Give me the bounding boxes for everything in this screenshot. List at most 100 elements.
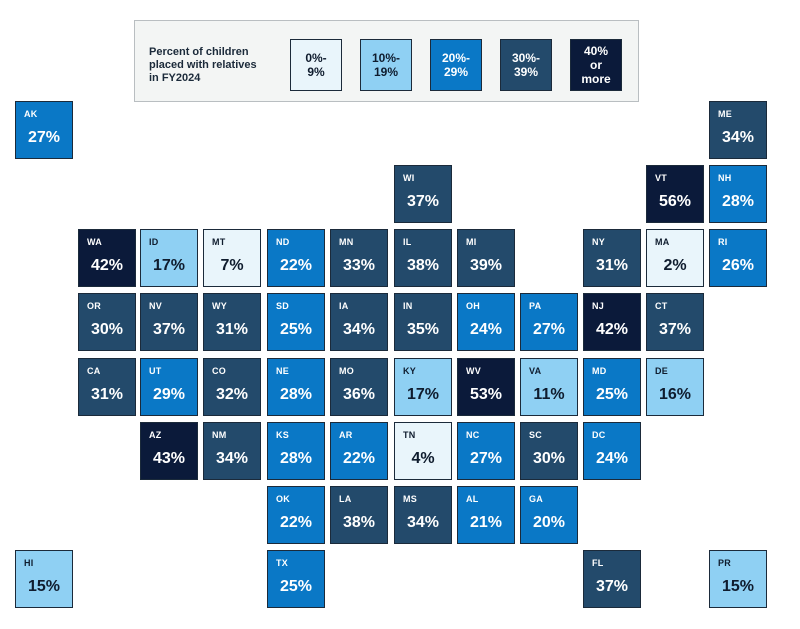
state-tile-pr: PR 15% <box>709 550 767 608</box>
state-tile-me: ME 34% <box>709 101 767 159</box>
state-abbr: WA <box>87 237 103 247</box>
state-abbr: VA <box>529 366 542 376</box>
state-tile-pa: PA 27% <box>520 293 578 351</box>
state-abbr: TX <box>276 558 289 568</box>
state-value: 22% <box>279 257 313 274</box>
state-abbr: OH <box>466 301 481 311</box>
state-abbr: CO <box>212 366 227 376</box>
state-tile-ks: KS 28% <box>267 422 325 480</box>
legend-bin-0-9: 0%- 9% <box>290 39 342 91</box>
state-value: 27% <box>469 450 503 467</box>
state-abbr: HI <box>24 558 34 568</box>
state-tile-ga: GA 20% <box>520 486 578 544</box>
state-abbr: AL <box>466 494 479 504</box>
state-value: 21% <box>469 514 503 531</box>
state-tile-in: IN 35% <box>394 293 452 351</box>
state-abbr: GA <box>529 494 544 504</box>
state-value: 26% <box>721 257 755 274</box>
state-tile-wa: WA 42% <box>78 229 136 287</box>
state-abbr: VT <box>655 173 668 183</box>
state-value: 34% <box>215 450 249 467</box>
legend-bin-40-plus: 40% or more <box>570 39 622 91</box>
state-tile-ms: MS 34% <box>394 486 452 544</box>
state-value: 15% <box>27 578 61 595</box>
state-abbr: UT <box>149 366 162 376</box>
state-value: 17% <box>152 257 186 274</box>
state-abbr: MA <box>655 237 670 247</box>
state-tile-wv: WV 53% <box>457 358 515 416</box>
state-tile-nm: NM 34% <box>203 422 261 480</box>
state-tile-al: AL 21% <box>457 486 515 544</box>
state-abbr: DC <box>592 430 606 440</box>
legend-title: Percent of children placed with relative… <box>149 46 257 84</box>
state-abbr: SD <box>276 301 290 311</box>
state-value: 22% <box>279 514 313 531</box>
state-value: 35% <box>406 321 440 338</box>
state-value: 42% <box>90 257 124 274</box>
state-abbr: NE <box>276 366 290 376</box>
state-value: 31% <box>215 321 249 338</box>
state-value: 25% <box>279 578 313 595</box>
state-value: 27% <box>532 321 566 338</box>
state-value: 37% <box>658 321 692 338</box>
state-value: 7% <box>220 257 244 274</box>
state-value: 29% <box>152 386 186 403</box>
state-tile-sd: SD 25% <box>267 293 325 351</box>
state-value: 11% <box>533 386 565 403</box>
state-value: 2% <box>663 257 687 274</box>
legend-bin-10-19: 10%- 19% <box>360 39 412 91</box>
state-abbr: IL <box>403 237 412 247</box>
state-value: 28% <box>279 450 313 467</box>
state-value: 31% <box>595 257 629 274</box>
state-value: 31% <box>90 386 124 403</box>
state-tile-id: ID 17% <box>140 229 198 287</box>
state-tile-hi: HI 15% <box>15 550 73 608</box>
state-tile-ok: OK 22% <box>267 486 325 544</box>
state-abbr: AR <box>339 430 353 440</box>
state-value: 53% <box>469 386 503 403</box>
state-tile-co: CO 32% <box>203 358 261 416</box>
state-abbr: MT <box>212 237 226 247</box>
state-value: 34% <box>406 514 440 531</box>
state-tile-ca: CA 31% <box>78 358 136 416</box>
state-abbr: NJ <box>592 301 605 311</box>
state-tile-nc: NC 27% <box>457 422 515 480</box>
state-abbr: PA <box>529 301 542 311</box>
state-value: 36% <box>342 386 376 403</box>
state-tile-la: LA 38% <box>330 486 388 544</box>
state-abbr: MO <box>339 366 355 376</box>
state-tile-ne: NE 28% <box>267 358 325 416</box>
state-abbr: CT <box>655 301 668 311</box>
state-value: 22% <box>342 450 376 467</box>
state-abbr: MS <box>403 494 418 504</box>
state-value: 32% <box>215 386 249 403</box>
state-abbr: NC <box>466 430 480 440</box>
state-tile-ny: NY 31% <box>583 229 641 287</box>
state-tile-or: OR 30% <box>78 293 136 351</box>
state-abbr: LA <box>339 494 352 504</box>
state-abbr: PR <box>718 558 732 568</box>
state-tile-ar: AR 22% <box>330 422 388 480</box>
state-value: 28% <box>279 386 313 403</box>
state-tile-nj: NJ 42% <box>583 293 641 351</box>
state-abbr: MI <box>466 237 477 247</box>
state-abbr: OK <box>276 494 291 504</box>
state-value: 56% <box>658 193 692 210</box>
state-abbr: IA <box>339 301 349 311</box>
state-value: 30% <box>90 321 124 338</box>
state-tile-ky: KY 17% <box>394 358 452 416</box>
state-abbr: DE <box>655 366 669 376</box>
state-abbr: NM <box>212 430 227 440</box>
state-tile-fl: FL 37% <box>583 550 641 608</box>
state-value: 38% <box>406 257 440 274</box>
state-value: 37% <box>152 321 186 338</box>
state-value: 28% <box>721 193 755 210</box>
state-abbr: NY <box>592 237 606 247</box>
state-value: 16% <box>658 386 692 403</box>
state-abbr: KS <box>276 430 290 440</box>
state-tile-mo: MO 36% <box>330 358 388 416</box>
state-tile-dc: DC 24% <box>583 422 641 480</box>
state-abbr: AZ <box>149 430 162 440</box>
state-tile-wi: WI 37% <box>394 165 452 223</box>
legend-bin-20-29: 20%- 29% <box>430 39 482 91</box>
